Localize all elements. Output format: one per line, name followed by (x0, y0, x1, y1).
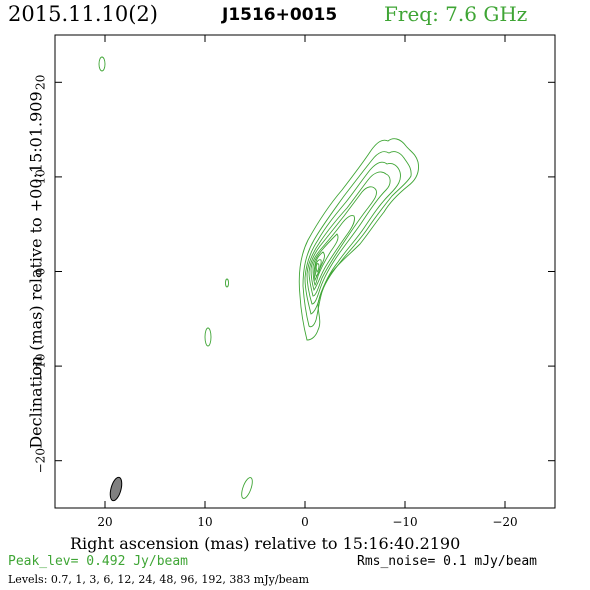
y-tick-label: 20 (34, 75, 48, 90)
y-tick-label: 10 (34, 169, 48, 184)
contour-blob-bottom (241, 477, 253, 499)
peak-level: Peak_lev= 0.492 Jy/beam (8, 554, 189, 569)
y-axis-label: Declination (mas) relative to +00:15:01.… (26, 91, 46, 449)
contour-blob-small (225, 278, 229, 288)
contour-level-7 (312, 233, 339, 286)
frequency-label: Freq: 7.6 GHz (384, 2, 528, 26)
y-tick-label: −20 (34, 448, 48, 473)
contour-levels: Levels: 0.7, 1, 3, 6, 12, 24, 48, 96, 19… (8, 573, 310, 586)
contour-level-4 (306, 171, 391, 305)
y-tick-label: 0 (34, 268, 48, 276)
x-tick-label: 20 (97, 515, 112, 529)
contour-level-6 (310, 215, 355, 292)
contour-level-10 (315, 263, 320, 273)
contour-level-2 (302, 151, 412, 328)
contour-level-9 (314, 259, 322, 277)
x-axis-ticks: 20 10 0 −10 −20 (97, 35, 518, 529)
x-tick-label: 10 (197, 515, 212, 529)
rms-noise: Rms_noise= 0.1 mJy/beam (357, 554, 538, 569)
x-axis-label: Right ascension (mas) relative to 15:16:… (70, 534, 461, 553)
contour-level-5 (308, 186, 377, 297)
contour-blob-mid-left (204, 327, 212, 347)
contour-blob-top-left (98, 56, 106, 72)
x-tick-label: −10 (392, 515, 417, 529)
contour-group (98, 56, 419, 499)
beam-ellipse (109, 476, 123, 502)
x-tick-label: 0 (301, 515, 309, 529)
y-tick-label: −10 (34, 353, 48, 378)
plot-frame (54, 34, 556, 509)
epoch-label: 2015.11.10(2) (8, 2, 158, 26)
contour-level-3 (304, 161, 401, 315)
y-axis-ticks: 20 10 0 −10 −20 (34, 75, 555, 473)
x-tick-label: −20 (492, 515, 517, 529)
source-name: J1516+0015 (222, 5, 338, 25)
